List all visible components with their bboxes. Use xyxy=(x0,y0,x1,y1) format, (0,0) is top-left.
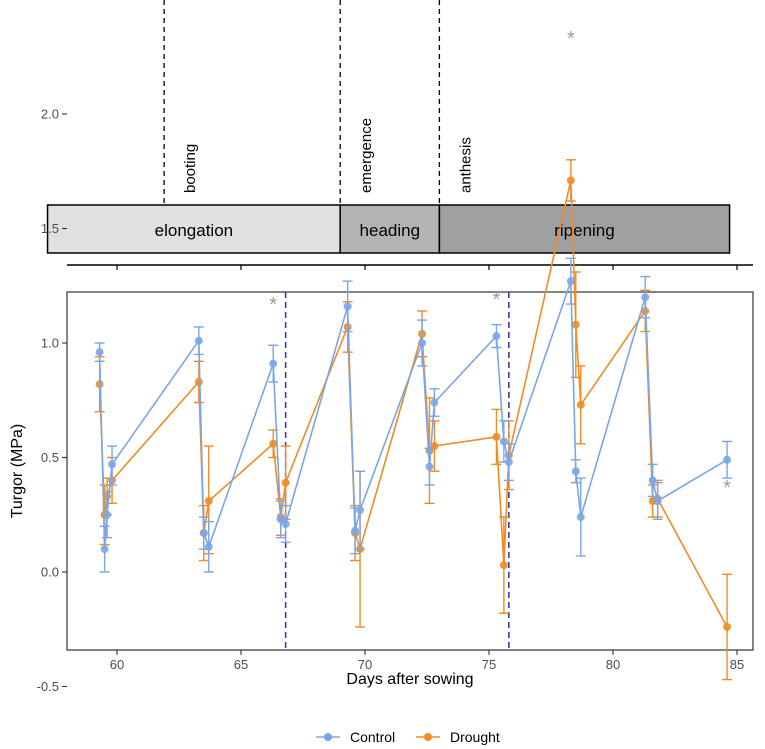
x-axis-title: Days after sowing xyxy=(346,671,473,688)
data-point xyxy=(641,293,650,302)
stage-event-label: anthesis xyxy=(457,137,474,193)
data-point xyxy=(723,622,732,631)
data-point xyxy=(343,302,352,311)
significance-marker: * xyxy=(493,289,501,311)
series-control xyxy=(94,257,733,573)
data-point xyxy=(653,497,662,506)
x-tick-label: 60 xyxy=(110,657,124,672)
data-point xyxy=(566,176,575,185)
x-tick-label: 65 xyxy=(234,657,248,672)
legend: Control Drought xyxy=(316,729,500,745)
stage-event-label: booting xyxy=(182,144,199,193)
data-point xyxy=(492,432,501,441)
data-point xyxy=(425,462,434,471)
x-tick-label: 75 xyxy=(482,657,496,672)
x-tick-label: 70 xyxy=(358,657,372,672)
data-point xyxy=(499,561,508,570)
legend-label: Control xyxy=(350,729,395,745)
data-point xyxy=(571,467,580,476)
data-point xyxy=(418,339,427,347)
data-point xyxy=(100,545,109,554)
y-tick-label: 0.0 xyxy=(41,565,59,580)
legend-key-point xyxy=(324,733,332,741)
data-point xyxy=(504,458,513,467)
y-tick-label: 2.0 xyxy=(41,107,59,122)
series-line xyxy=(98,280,728,550)
legend-key-point xyxy=(424,733,432,741)
stage-label: heading xyxy=(360,221,421,240)
stage-event-label: emergence xyxy=(358,118,375,193)
data-point xyxy=(499,437,508,446)
series-layer: * * * * xyxy=(94,28,733,681)
x-tick-label: 80 xyxy=(606,657,620,672)
data-point xyxy=(351,526,360,535)
y-tick-label: 1.5 xyxy=(41,221,59,236)
significance-marker: * xyxy=(723,477,731,499)
data-point xyxy=(199,529,208,538)
x-tick-label: 85 xyxy=(730,657,744,672)
series-line xyxy=(98,180,728,628)
y-axis-title: Turgor (MPa) xyxy=(9,424,26,519)
data-point xyxy=(204,497,213,506)
y-tick-label: -0.5 xyxy=(37,679,59,694)
stage-label: ripening xyxy=(554,221,615,240)
growth-stage-panel: booting emergence anthesis elongation headin… xyxy=(46,0,753,270)
axes: 60 65 70 75 80 85 -0.5 0.0 0.5 1.0 1.5 2.0 xyxy=(37,107,745,695)
data-point xyxy=(103,510,112,519)
data-point xyxy=(108,460,117,469)
data-point xyxy=(571,320,580,329)
y-tick-label: 1.0 xyxy=(41,336,59,351)
data-point xyxy=(269,439,278,448)
data-point xyxy=(430,398,439,407)
data-point xyxy=(566,277,575,286)
data-point xyxy=(648,476,657,485)
data-point xyxy=(269,359,278,368)
stage-label: elongation xyxy=(155,221,233,240)
data-point xyxy=(204,542,213,551)
significance-marker: * xyxy=(269,294,277,316)
data-point xyxy=(356,506,365,515)
data-point xyxy=(194,377,203,386)
stage-box xyxy=(438,204,731,254)
y-tick-label: 0.5 xyxy=(41,450,59,465)
data-point xyxy=(281,519,290,528)
data-point xyxy=(95,348,104,357)
data-point xyxy=(576,400,585,409)
plot-panel-border xyxy=(66,291,754,651)
legend-label: Drought xyxy=(450,729,500,745)
data-point xyxy=(281,478,290,487)
data-point xyxy=(576,513,585,522)
data-point xyxy=(723,455,732,464)
significance-marker: * xyxy=(567,28,575,50)
stage-box xyxy=(339,204,441,254)
data-point xyxy=(194,336,203,345)
data-point xyxy=(492,332,501,341)
